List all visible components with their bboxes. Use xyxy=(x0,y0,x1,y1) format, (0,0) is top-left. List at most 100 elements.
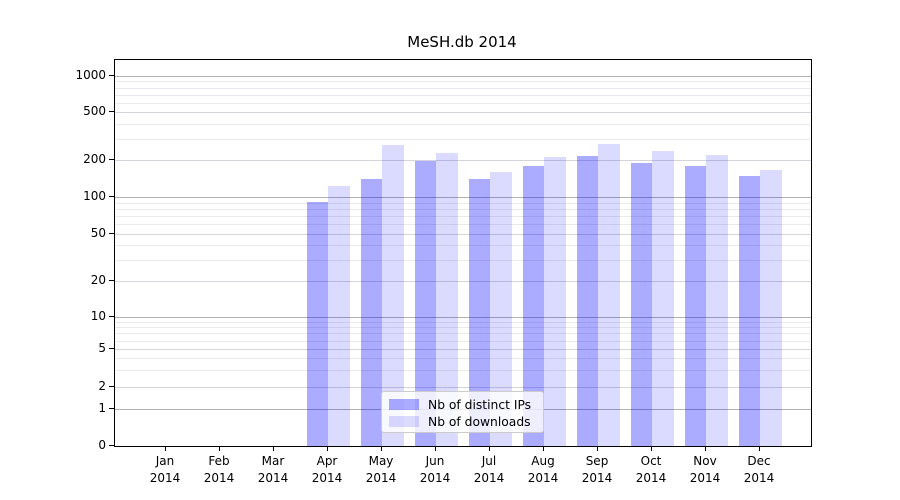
gridline-minor xyxy=(115,358,811,360)
y-tick-label: 1 xyxy=(98,401,106,415)
bar-downloads-jul xyxy=(490,171,512,446)
x-tick-label: Nov 2014 xyxy=(689,454,721,485)
y-tick-label: 1000 xyxy=(75,68,106,82)
gridline-minor xyxy=(115,340,811,342)
bar-distinct-ips-aug xyxy=(522,165,544,446)
y-tick xyxy=(109,280,114,281)
bar-distinct-ips-jul xyxy=(468,179,490,446)
y-tick xyxy=(109,196,114,197)
bar-downloads-apr xyxy=(328,185,350,446)
bar-distinct-ips-nov xyxy=(684,165,706,446)
bar-distinct-ips-oct xyxy=(630,163,652,446)
gridline xyxy=(115,317,811,318)
bar-downloads-nov xyxy=(706,154,728,446)
x-tick xyxy=(219,446,220,451)
gridline-minor xyxy=(115,138,811,140)
gridline-minor xyxy=(115,102,811,104)
gridline-minor xyxy=(115,245,811,247)
legend-label-distinct-ips: Nb of distinct IPs xyxy=(428,397,532,412)
y-tick-label: 500 xyxy=(83,104,106,118)
plot-area xyxy=(114,59,812,447)
y-tick-label: 100 xyxy=(83,189,106,203)
gridline-minor xyxy=(115,260,811,262)
gridline-minor xyxy=(115,81,811,83)
x-tick xyxy=(435,446,436,451)
y-tick-label: 50 xyxy=(90,226,106,240)
gridline xyxy=(115,76,811,77)
bar-downloads-sep xyxy=(598,143,620,446)
bar-downloads-oct xyxy=(652,151,674,446)
legend-item-downloads: Nb of downloads xyxy=(389,413,536,430)
x-tick-label: Jun 2014 xyxy=(419,454,451,485)
x-tick xyxy=(759,446,760,451)
x-tick xyxy=(273,446,274,451)
y-tick-label: 10 xyxy=(90,309,106,323)
x-tick-label: Sep 2014 xyxy=(581,454,613,485)
x-tick xyxy=(543,446,544,451)
y-tick xyxy=(109,445,114,446)
y-tick-label: 2 xyxy=(98,379,106,393)
legend-swatch-distinct-ips xyxy=(389,399,419,410)
y-tick xyxy=(109,159,114,160)
y-tick-label: 0 xyxy=(98,438,106,452)
y-tick xyxy=(109,316,114,317)
gridline-minor xyxy=(115,224,811,226)
x-tick-label: Dec 2014 xyxy=(743,454,775,485)
x-tick xyxy=(489,446,490,451)
x-tick xyxy=(597,446,598,451)
bar-distinct-ips-dec xyxy=(738,175,760,446)
x-tick-label: Jul 2014 xyxy=(473,454,505,485)
x-tick xyxy=(705,446,706,451)
y-tick-label: 5 xyxy=(98,341,106,355)
gridline xyxy=(115,234,811,235)
chart-title: MeSH.db 2014 xyxy=(407,33,517,51)
gridline-minor xyxy=(115,327,811,329)
legend: Nb of distinct IPs Nb of downloads xyxy=(381,391,544,433)
bar-distinct-ips-may xyxy=(360,178,382,446)
gridline xyxy=(115,349,811,350)
y-tick xyxy=(109,233,114,234)
y-tick xyxy=(109,111,114,112)
gridline-minor xyxy=(115,123,811,125)
gridline xyxy=(115,160,811,161)
legend-label-downloads: Nb of downloads xyxy=(428,414,531,429)
gridline-minor xyxy=(115,321,811,323)
gridline-minor xyxy=(115,208,811,210)
y-tick xyxy=(109,75,114,76)
gridline-minor xyxy=(115,202,811,204)
bar-downloads-jun xyxy=(436,153,458,446)
gridline xyxy=(115,197,811,198)
x-tick xyxy=(651,446,652,451)
x-tick-label: May 2014 xyxy=(365,454,397,485)
x-tick-label: Apr 2014 xyxy=(311,454,343,485)
legend-item-distinct-ips: Nb of distinct IPs xyxy=(389,396,536,413)
gridline-minor xyxy=(115,370,811,372)
y-tick-label: 20 xyxy=(90,273,106,287)
legend-swatch-downloads xyxy=(389,416,419,427)
x-tick-label: Mar 2014 xyxy=(257,454,289,485)
bar-downloads-may xyxy=(382,145,404,446)
y-tick xyxy=(109,386,114,387)
gridline xyxy=(115,112,811,113)
gridline-minor xyxy=(115,216,811,218)
gridline xyxy=(115,387,811,388)
gridline-minor xyxy=(115,87,811,89)
x-tick xyxy=(327,446,328,451)
x-tick-label: Feb 2014 xyxy=(203,454,235,485)
bar-downloads-dec xyxy=(760,169,782,446)
x-tick-label: Aug 2014 xyxy=(527,454,559,485)
gridline xyxy=(115,281,811,282)
bar-distinct-ips-sep xyxy=(576,155,598,446)
y-tick xyxy=(109,348,114,349)
y-tick-label: 200 xyxy=(83,152,106,166)
bar-distinct-ips-jun xyxy=(414,161,436,446)
x-tick xyxy=(381,446,382,451)
x-tick-label: Jan 2014 xyxy=(149,454,181,485)
bar-downloads-aug xyxy=(544,156,566,446)
bar-distinct-ips-apr xyxy=(306,202,328,446)
gridline-minor xyxy=(115,94,811,96)
x-tick-label: Oct 2014 xyxy=(635,454,667,485)
x-tick xyxy=(165,446,166,451)
gridline-minor xyxy=(115,333,811,335)
